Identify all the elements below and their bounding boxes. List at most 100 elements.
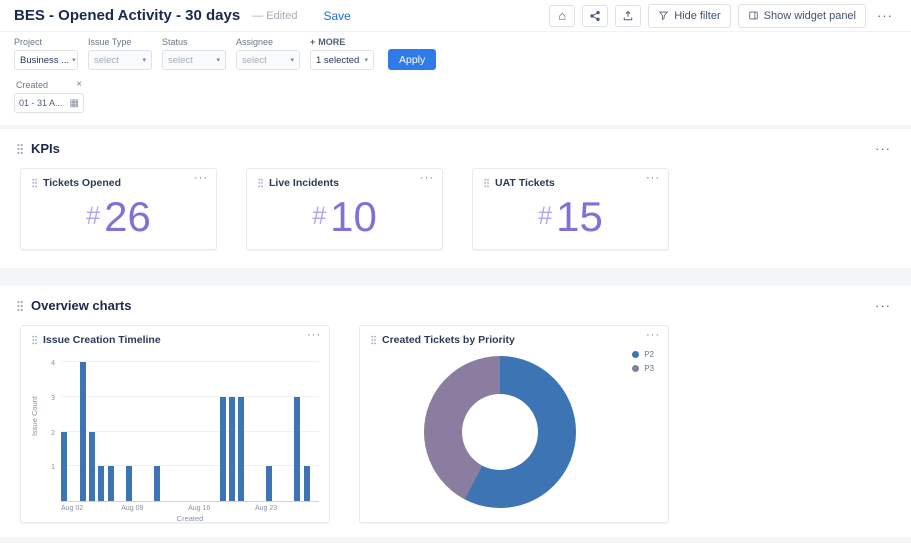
kpi-number: 15 bbox=[556, 193, 603, 240]
more-filters-link[interactable]: + MORE bbox=[310, 37, 374, 47]
issue-type-label: Issue Type bbox=[88, 37, 132, 47]
card-more-button[interactable]: ··· bbox=[307, 329, 321, 341]
bar-y-ticks: 1 2 3 4 bbox=[43, 360, 57, 502]
selected-filters-select[interactable]: 1 selected ▾ bbox=[310, 50, 374, 70]
drag-handle-icon[interactable] bbox=[31, 335, 38, 345]
project-select[interactable]: Business ... ▾ bbox=[14, 50, 78, 70]
page-title: BES - Opened Activity - 30 days bbox=[14, 7, 241, 24]
kpi-card-title: UAT Tickets bbox=[495, 177, 555, 189]
created-filter: Created × 01 - 31 A... ▦ bbox=[14, 79, 84, 113]
legend-label: P2 bbox=[644, 350, 654, 359]
show-widget-panel-button[interactable]: Show widget panel bbox=[737, 3, 866, 28]
hash-prefix: # bbox=[312, 202, 327, 230]
bar[interactable] bbox=[229, 396, 235, 501]
created-date-value: 01 - 31 A... bbox=[19, 98, 63, 108]
legend-label: P3 bbox=[644, 364, 654, 373]
card-more-button[interactable]: ··· bbox=[420, 172, 434, 184]
donut-hole bbox=[462, 394, 538, 470]
kpi-card-title: Live Incidents bbox=[269, 177, 340, 189]
chart-cards-row: Issue Creation Timeline ··· Issue Count … bbox=[14, 325, 897, 523]
charts-section-more-button[interactable]: ··· bbox=[871, 298, 895, 313]
charts-section: Overview charts ··· Issue Creation Timel… bbox=[0, 286, 911, 537]
x-axis-label: Created bbox=[176, 514, 204, 523]
share-button[interactable] bbox=[582, 4, 609, 27]
home-icon: ⌂ bbox=[558, 8, 567, 23]
chart-card-header: Issue Creation Timeline bbox=[31, 334, 319, 346]
y-tick-label: 3 bbox=[51, 394, 55, 402]
topbar: BES - Opened Activity - 30 days — Edited… bbox=[0, 0, 911, 32]
save-button[interactable]: Save bbox=[323, 8, 351, 23]
legend-dot bbox=[632, 365, 640, 372]
legend-item[interactable]: P2 bbox=[632, 350, 654, 359]
card-more-button[interactable]: ··· bbox=[646, 329, 660, 341]
kpi-section-more-button[interactable]: ··· bbox=[871, 141, 895, 156]
caret-down-icon: ▾ bbox=[216, 57, 220, 64]
share-icon bbox=[589, 10, 601, 22]
kpi-value: #15 bbox=[473, 193, 668, 241]
bar[interactable] bbox=[61, 431, 67, 501]
created-filter-label: Created bbox=[16, 79, 49, 90]
kpi-cards-row: Tickets Opened ··· #26 Live Incidents ··… bbox=[14, 168, 897, 250]
apply-button[interactable]: Apply bbox=[388, 49, 437, 70]
gridline bbox=[61, 395, 319, 397]
bar[interactable] bbox=[126, 466, 133, 501]
issue-type-select[interactable]: select ▾ bbox=[88, 50, 152, 70]
caret-down-icon: ▾ bbox=[142, 57, 146, 64]
caret-down-icon: ▾ bbox=[290, 57, 294, 64]
filter-field-issue-type: Issue Type select ▾ bbox=[88, 37, 152, 70]
kpi-card-tickets-opened: Tickets Opened ··· #26 bbox=[20, 168, 217, 250]
caret-down-icon: ▾ bbox=[364, 57, 368, 64]
card-more-button[interactable]: ··· bbox=[194, 172, 208, 184]
hide-filter-button[interactable]: Hide filter bbox=[648, 3, 731, 28]
gridline bbox=[61, 361, 319, 362]
close-icon[interactable]: × bbox=[76, 79, 82, 90]
bar[interactable] bbox=[303, 466, 310, 501]
created-filter-header: Created × bbox=[14, 79, 84, 93]
donut-chart-card: Created Tickets by Priority ··· P2 P3 bbox=[359, 325, 669, 523]
plus-icon: + bbox=[310, 37, 316, 47]
drag-handle-icon[interactable] bbox=[370, 335, 377, 345]
kpi-card-uat-tickets: UAT Tickets ··· #15 bbox=[472, 168, 669, 250]
donut-legend: P2 P3 bbox=[632, 350, 654, 373]
show-widget-panel-label: Show widget panel bbox=[763, 9, 856, 22]
project-label: Project bbox=[14, 37, 43, 47]
kpi-value: #26 bbox=[21, 193, 216, 241]
bar[interactable] bbox=[107, 466, 114, 501]
bar[interactable] bbox=[219, 396, 226, 501]
selected-filters-value: 1 selected bbox=[316, 54, 360, 66]
bar[interactable] bbox=[154, 466, 161, 501]
charts-section-header: Overview charts ··· bbox=[14, 294, 897, 325]
drag-handle-icon[interactable] bbox=[483, 178, 490, 188]
drag-handle-icon[interactable] bbox=[16, 300, 24, 312]
bar-chart-title: Issue Creation Timeline bbox=[43, 334, 161, 346]
more-filters-label: MORE bbox=[318, 37, 346, 47]
project-select-value: Business ... bbox=[20, 54, 70, 66]
filter-panel: Project Business ... ▾ Issue Type select… bbox=[0, 32, 911, 125]
created-date-input[interactable]: 01 - 31 A... ▦ bbox=[14, 93, 84, 113]
more-menu-button[interactable]: ··· bbox=[873, 8, 897, 23]
bar[interactable] bbox=[238, 396, 245, 501]
status-select[interactable]: select ▾ bbox=[162, 50, 226, 70]
donut-chart[interactable] bbox=[424, 356, 576, 508]
bar[interactable] bbox=[294, 396, 301, 501]
bar[interactable] bbox=[266, 466, 273, 501]
drag-handle-icon[interactable] bbox=[257, 178, 264, 188]
home-button[interactable]: ⌂ bbox=[549, 4, 576, 27]
card-more-button[interactable]: ··· bbox=[646, 172, 660, 184]
bar[interactable] bbox=[89, 431, 95, 501]
x-tick-label: Aug 09 bbox=[121, 505, 144, 512]
bar[interactable] bbox=[79, 362, 86, 501]
y-tick-label: 2 bbox=[51, 429, 55, 437]
bar[interactable] bbox=[98, 466, 105, 501]
y-tick-label: 1 bbox=[51, 464, 55, 472]
kpi-card-header: Live Incidents bbox=[257, 177, 432, 189]
assignee-select[interactable]: select ▾ bbox=[236, 50, 300, 70]
export-button[interactable] bbox=[615, 4, 642, 27]
export-icon bbox=[622, 10, 634, 22]
drag-handle-icon[interactable] bbox=[31, 178, 38, 188]
x-tick-label: Aug 02 bbox=[61, 505, 84, 512]
drag-handle-icon[interactable] bbox=[16, 143, 24, 155]
kpi-value: #10 bbox=[247, 193, 442, 241]
legend-item[interactable]: P3 bbox=[632, 364, 654, 373]
